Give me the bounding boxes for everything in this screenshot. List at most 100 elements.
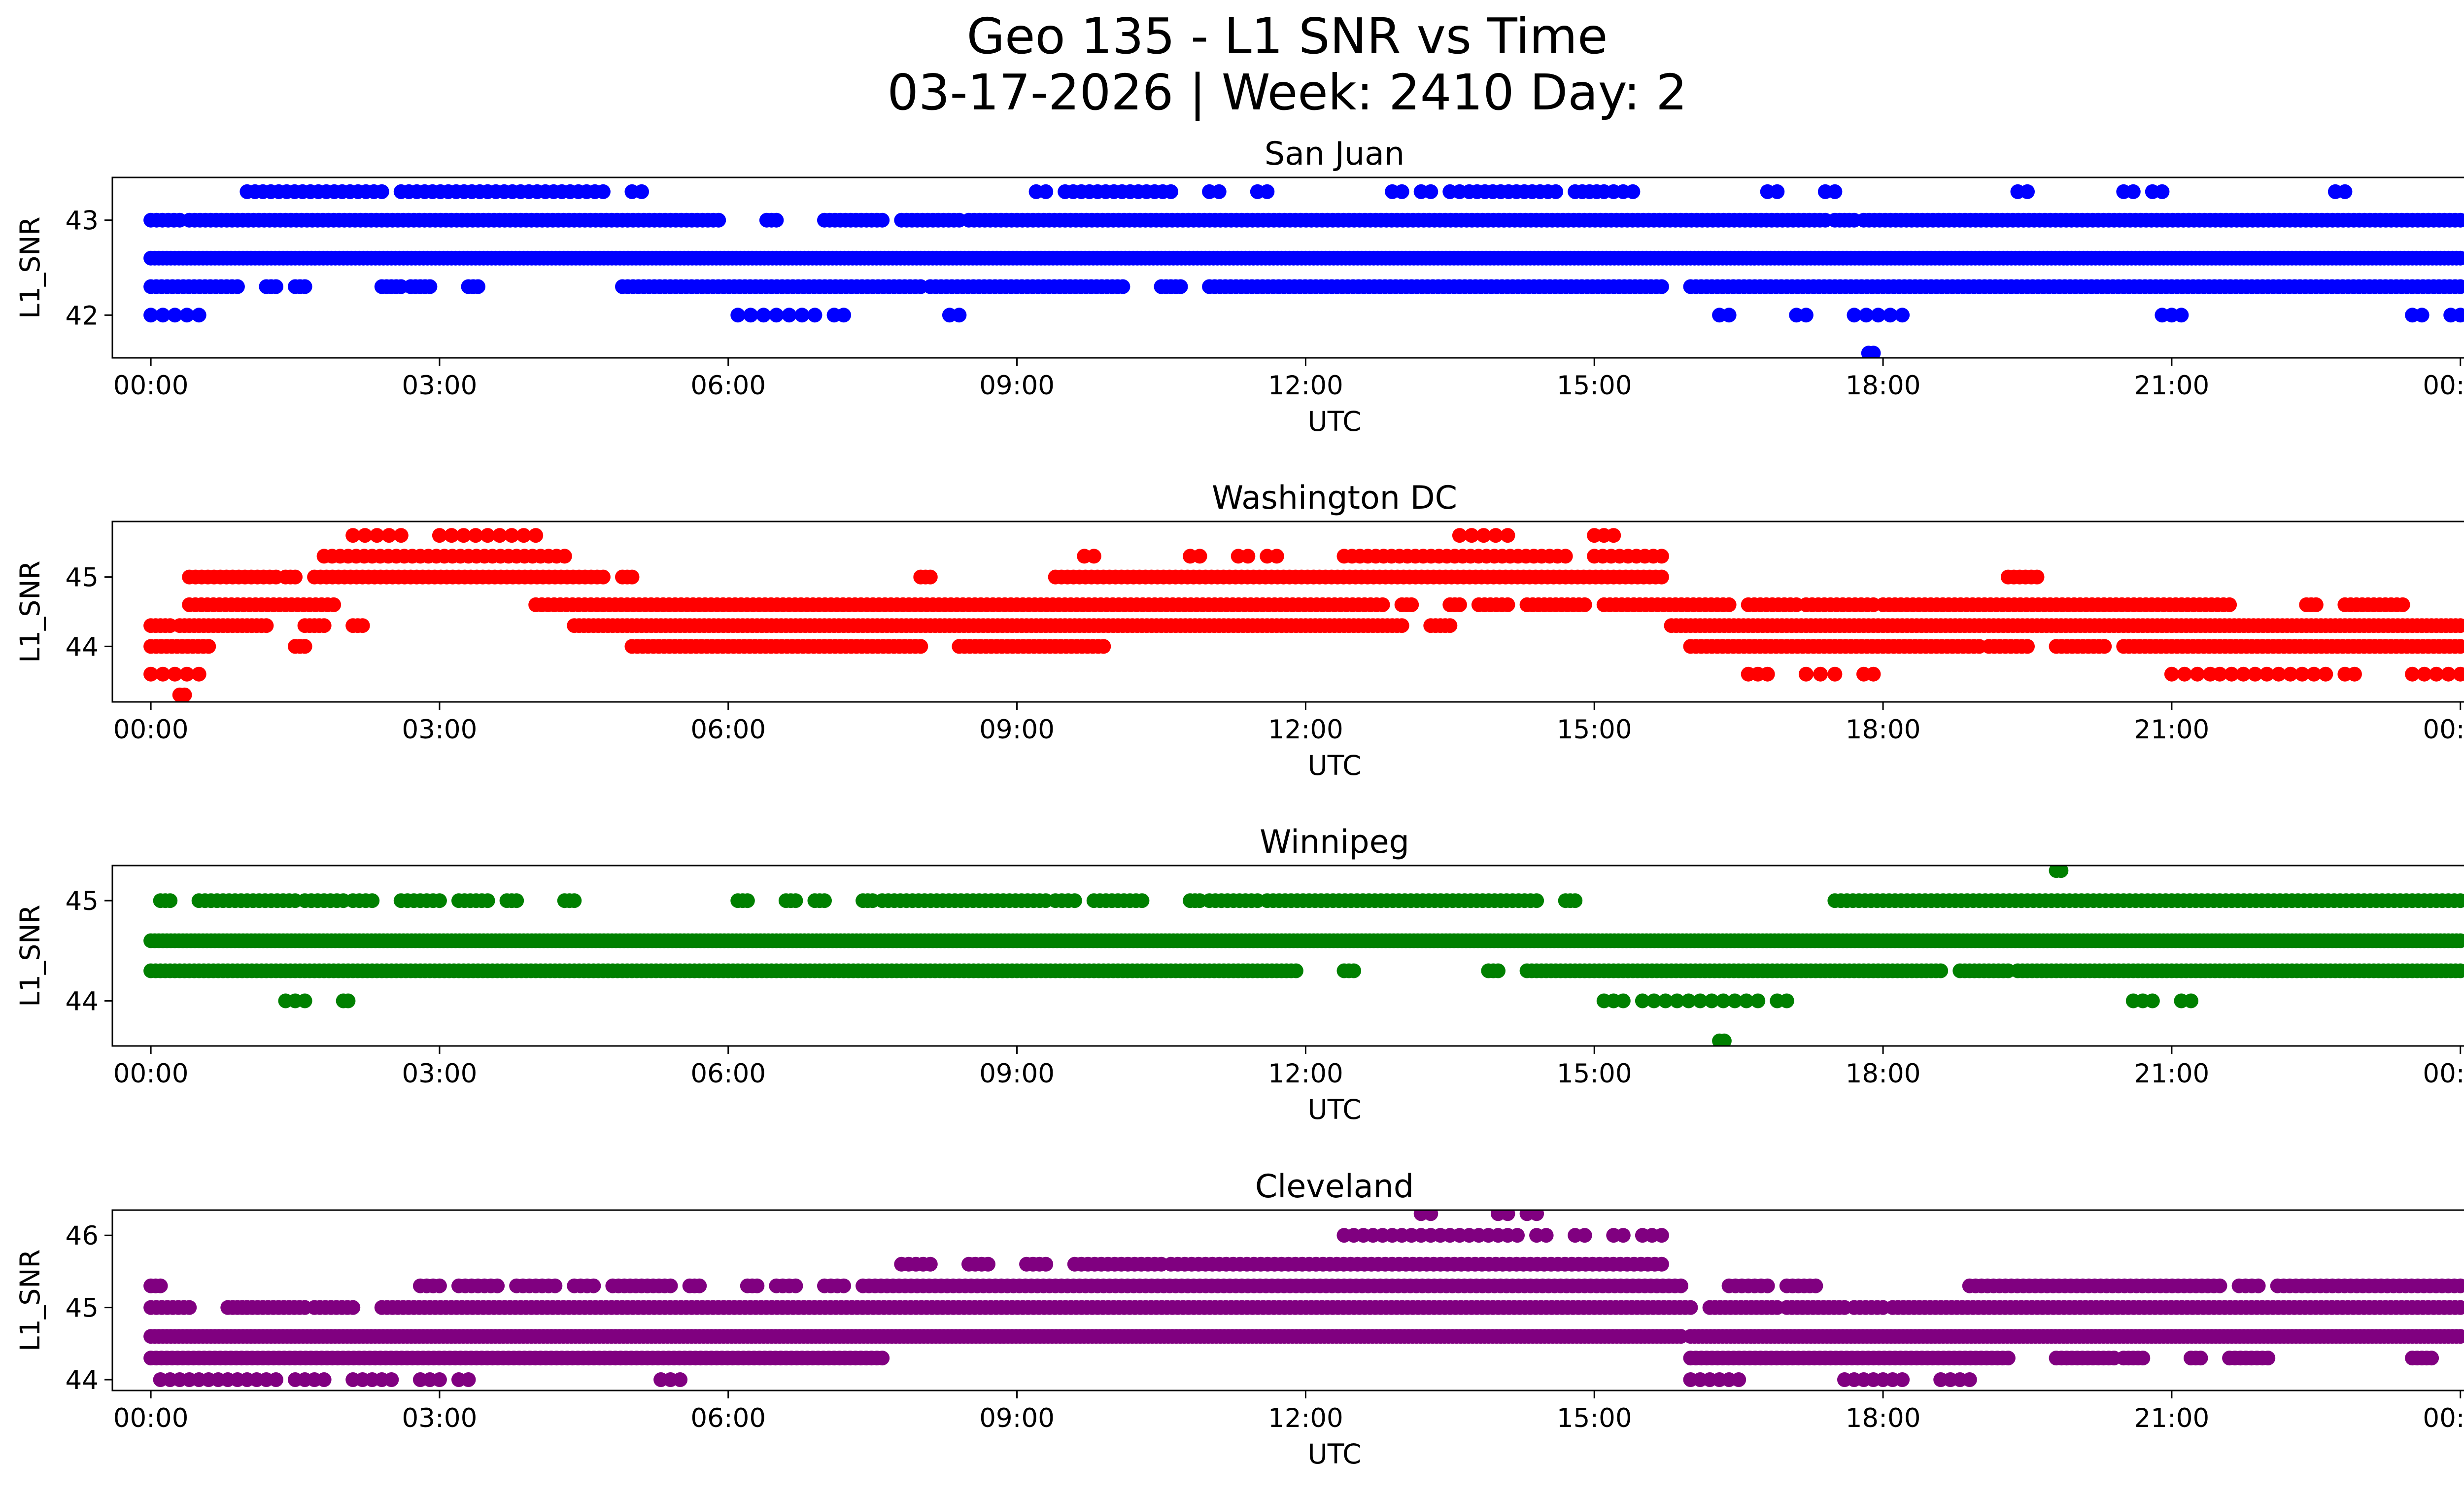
data-point	[1798, 308, 1814, 323]
data-point	[381, 528, 397, 543]
data-point	[480, 893, 495, 908]
data-point	[2164, 666, 2179, 682]
data-point	[2097, 639, 2112, 654]
data-point	[201, 639, 216, 654]
data-point	[1739, 993, 1754, 1008]
subplot-title: Winnipeg	[1260, 824, 1409, 861]
data-point	[740, 893, 755, 908]
data-point	[1779, 993, 1794, 1008]
data-point	[179, 308, 195, 323]
data-point	[182, 1300, 197, 1315]
data-point	[155, 308, 171, 323]
data-point	[1476, 528, 1491, 543]
data-point	[817, 893, 832, 908]
y-tick-label: 43	[66, 206, 99, 236]
data-point	[432, 893, 447, 908]
x-tick-label: 00:00	[2423, 715, 2464, 745]
data-point	[177, 687, 192, 702]
data-point	[230, 279, 245, 294]
data-point	[471, 279, 485, 294]
data-point	[634, 184, 649, 199]
data-point	[2020, 184, 2035, 199]
data-point	[2259, 666, 2274, 682]
data-point	[1866, 346, 1881, 358]
x-tick-label: 12:00	[1268, 715, 1343, 745]
data-point	[297, 279, 312, 294]
data-point	[528, 528, 544, 543]
data-point	[595, 569, 611, 585]
subplots-group: San Juan 00:00 03:00 06:00 09:00 12:00 15:00 18…	[14, 136, 2464, 1470]
x-tick-label: 15:00	[1557, 371, 1632, 401]
data-point	[2453, 639, 2464, 654]
scatter-points	[143, 528, 2464, 702]
data-point	[1529, 893, 1544, 908]
x-tick-label: 18:00	[1846, 371, 1921, 401]
subplot-title: San Juan	[1265, 136, 1404, 173]
data-point	[1260, 184, 1275, 199]
x-tick-label: 21:00	[2134, 715, 2210, 745]
data-point	[1442, 618, 1458, 633]
data-point	[557, 549, 572, 564]
data-point	[1211, 184, 1227, 199]
y-tick-label: 42	[66, 301, 99, 331]
data-point	[2283, 666, 2298, 682]
data-point	[1760, 666, 1775, 682]
data-point	[2193, 1351, 2208, 1366]
scatter-points	[143, 184, 2464, 358]
data-point	[1750, 993, 1766, 1008]
data-point	[1394, 184, 1409, 199]
data-point	[1625, 184, 1641, 199]
data-point	[1727, 993, 1743, 1008]
data-point	[2248, 666, 2263, 682]
data-point	[1038, 184, 1054, 199]
data-point	[1715, 993, 1731, 1008]
data-point	[2453, 666, 2464, 682]
y-axis-label: L1_SNR	[14, 904, 46, 1007]
data-point	[2453, 963, 2464, 978]
data-point	[1558, 549, 1573, 564]
y-axis-label: L1_SNR	[14, 216, 46, 318]
data-point	[769, 308, 784, 323]
data-point	[1288, 963, 1303, 978]
axes-frame	[111, 176, 2464, 359]
data-point	[1173, 279, 1188, 294]
data-point	[509, 893, 524, 908]
data-point	[468, 528, 483, 543]
data-point	[1704, 993, 1719, 1008]
data-point	[1491, 963, 1506, 978]
data-point	[393, 528, 409, 543]
x-tick-label: 06:00	[690, 1059, 766, 1089]
data-point	[167, 308, 182, 323]
data-point	[2271, 666, 2286, 682]
data-point	[1681, 993, 1696, 1008]
data-point	[2453, 308, 2464, 323]
data-point	[2453, 893, 2464, 908]
y-tick-label: 44	[66, 632, 99, 662]
data-point	[952, 308, 967, 323]
data-point	[355, 618, 370, 633]
data-point	[143, 666, 159, 682]
data-point	[1895, 308, 1910, 323]
data-point	[341, 993, 356, 1008]
data-point	[1134, 893, 1150, 908]
data-point	[2260, 1351, 2276, 1366]
x-tick-label: 09:00	[979, 715, 1055, 745]
data-point	[1096, 639, 1111, 654]
data-point	[2125, 184, 2141, 199]
data-point	[1423, 184, 1438, 199]
data-point	[1346, 963, 1362, 978]
data-point	[444, 528, 459, 543]
data-point	[163, 893, 178, 908]
data-point	[756, 308, 771, 323]
data-point	[1615, 993, 1631, 1008]
data-point	[2190, 666, 2205, 682]
data-point	[143, 308, 159, 323]
x-tick-label: 21:00	[2134, 1059, 2210, 1089]
x-tick-label: 03:00	[402, 371, 478, 401]
data-point	[1086, 549, 1101, 564]
data-point	[2453, 250, 2464, 266]
x-axis-label: UTC	[1307, 406, 1361, 437]
x-tick-label: 00:00	[113, 371, 189, 401]
